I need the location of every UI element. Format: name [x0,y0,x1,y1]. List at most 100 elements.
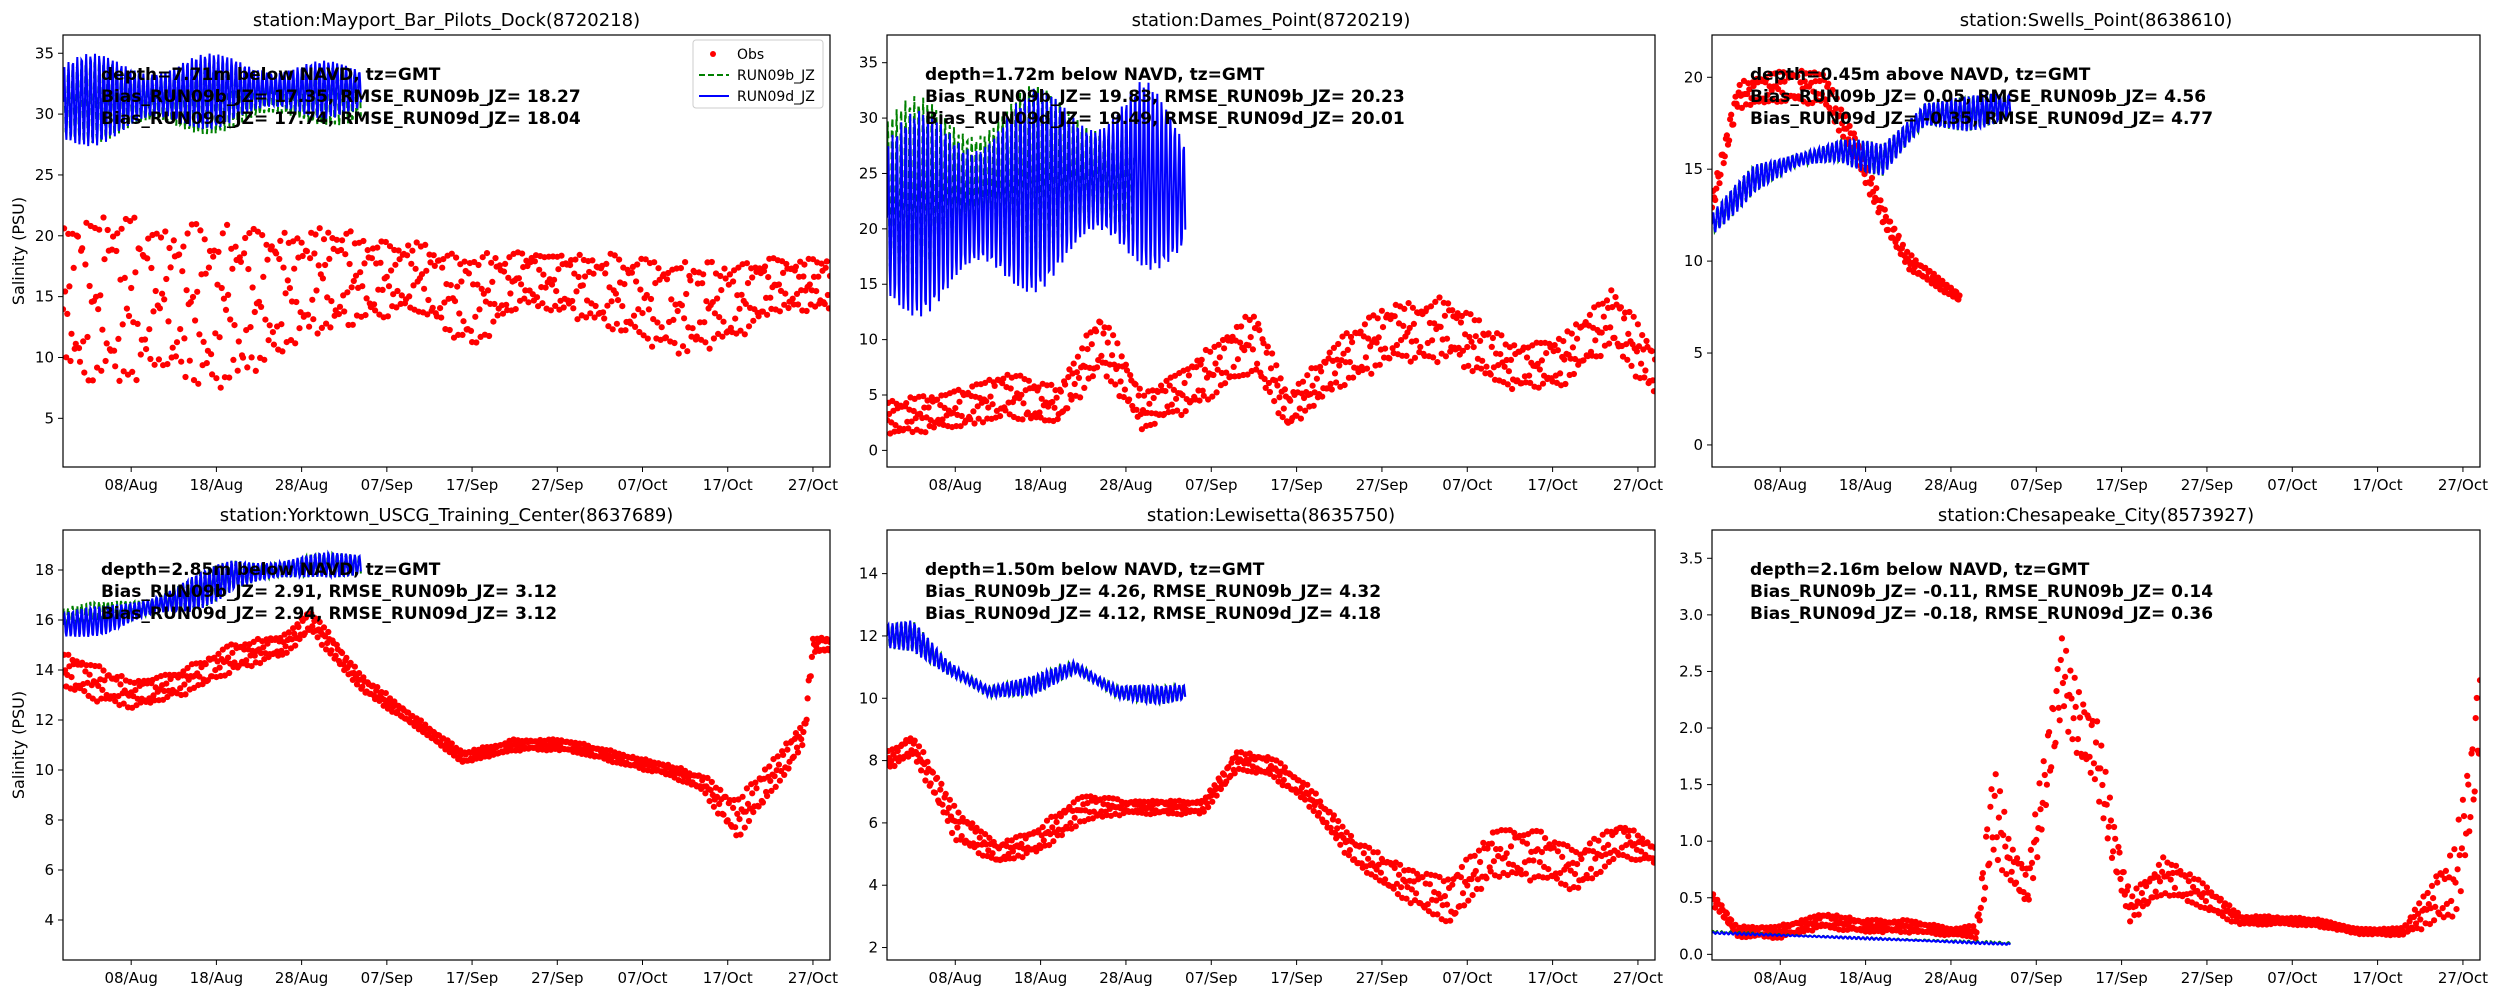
obs-point [1250,313,1257,320]
obs-point [1025,377,1032,384]
obs-point [1431,320,1438,327]
obs-point [1057,388,1064,395]
obs-point [892,422,899,429]
obs-point [307,255,314,262]
obs-point [942,790,949,798]
obs-point [1266,770,1273,778]
y-tick-label: 0.5 [1679,889,1703,907]
obs-point [658,324,665,331]
obs-point [752,779,759,786]
obs-point [1819,71,1826,78]
obs-point [581,273,589,280]
y-tick-label: 2.5 [1679,662,1703,680]
obs-point [1023,850,1030,857]
obs-point [2115,843,2122,851]
legend-obs-marker [710,51,716,57]
obs-point [1209,393,1216,400]
obs-point [312,231,319,238]
obs-point [1570,370,1577,378]
obs-point [1477,858,1484,866]
obs-point [1630,313,1637,320]
obs-point [2449,913,2456,920]
obs-point [611,252,618,259]
y-tick-label: 20 [35,227,54,245]
obs-point [1281,764,1288,771]
obs-point [2107,817,2114,824]
obs-point [101,256,108,263]
obs-point [162,228,169,235]
obs-point [2473,694,2480,702]
obs-point [182,373,189,381]
obs-point [350,277,357,285]
obs-point [1306,803,1313,810]
obs-point [1436,294,1443,301]
obs-point [1365,335,1372,342]
obs-point [83,662,90,669]
obs-point [679,343,687,350]
obs-point [1053,394,1060,401]
obs-point [1327,380,1334,387]
stats-annotation: depth=1.50m below NAVD, tz=GMT [925,560,1265,580]
x-tick-label: 17/Oct [1528,969,1578,987]
obs-point [492,255,499,262]
obs-point [654,319,661,326]
obs-point [1526,372,1533,379]
obs-point [619,303,626,310]
obs-point [1999,867,2006,874]
obs-point [456,310,463,317]
obs-point [1213,792,1220,799]
obs-point [103,340,110,347]
obs-point [512,747,519,754]
obs-point [2070,715,2077,722]
obs-point [480,290,487,297]
obs-point [1002,407,1009,414]
obs-point [202,661,209,668]
obs-point [1488,343,1495,350]
obs-point [1391,313,1398,320]
obs-point [95,682,102,690]
obs-point [982,379,989,386]
obs-point [638,756,645,763]
obs-point [1215,341,1222,348]
obs-point [1341,382,1348,389]
obs-point [1649,377,1655,384]
obs-point [1309,382,1316,389]
obs-point [806,281,813,288]
obs-point [1122,361,1129,368]
x-tick-label: 08/Aug [929,969,982,987]
legend-label: Obs [737,47,764,63]
obs-point [186,357,193,364]
obs-point [441,299,448,306]
obs-point [172,353,179,360]
obs-point [325,628,332,636]
obs-point [1846,122,1853,130]
obs-point [987,393,994,400]
obs-point [710,803,718,810]
obs-point [807,673,814,680]
obs-point [181,681,188,688]
obs-point [826,638,830,646]
obs-point [1574,861,1581,868]
x-tick-label: 07/Oct [1442,476,1492,494]
obs-point [2447,852,2454,859]
obs-point [1542,835,1549,842]
obs-point [1370,849,1377,856]
obs-point [1475,317,1483,324]
obs-point [637,286,644,293]
y-tick-label: 10 [35,761,54,779]
obs-point [1746,86,1753,93]
obs-point [328,298,335,305]
obs-point [979,419,987,426]
obs-point [2108,854,2116,862]
obs-point [1747,101,1754,108]
obs-point [1151,420,1158,427]
obs-point [1880,218,1887,225]
obs-point [1980,896,1988,903]
obs-point [2100,815,2107,822]
obs-point [682,259,689,266]
obs-point [1365,855,1372,862]
x-tick-label: 28/Aug [1924,476,1977,494]
obs-point [1510,861,1517,868]
obs-point [99,326,106,333]
obs-point [454,283,461,290]
